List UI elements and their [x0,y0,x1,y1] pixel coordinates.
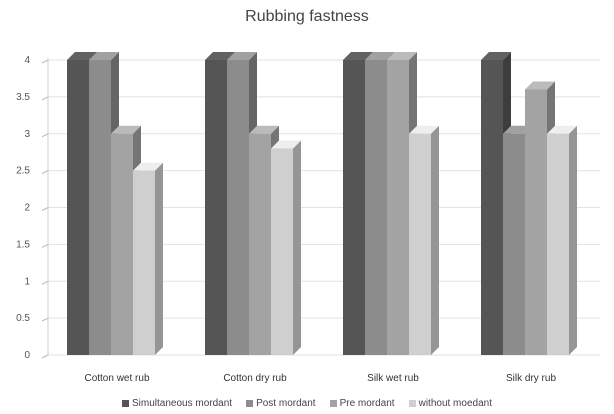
bar [503,133,525,355]
bar [89,60,111,355]
bar [111,133,133,355]
category-label: Silk dry rub [506,373,556,384]
bar-top [365,52,395,60]
y-tick-mark [41,170,49,175]
bar [365,60,387,355]
y-tick-label: 4 [24,55,30,66]
y-tick-mark [41,133,49,138]
y-tick-mark [41,280,49,285]
y-tick-label: 2 [24,203,30,214]
y-tick-mark [41,207,49,211]
bar [133,170,155,355]
legend-label: Simultaneous mordant [132,398,233,409]
legend-item: Simultaneous mordant [122,398,232,409]
y-tick-label: 0.5 [16,313,30,324]
bar [205,60,227,355]
bar-side [569,125,577,355]
legend-swatch [246,400,254,407]
category-label: Cotton wet rub [84,373,149,384]
legend-label: without moedant [418,398,492,409]
y-tick-label: 1.5 [16,239,30,250]
bar-top [343,52,373,60]
y-tick-mark [41,354,49,359]
bar-top [249,125,279,134]
chart-title: Rubbing fastness [245,8,369,25]
y-tick-label: 3 [24,129,30,140]
bar-side [431,125,439,355]
y-tick-label: 3.5 [16,92,30,103]
bar [67,60,89,355]
bar [387,60,409,355]
bar-top [67,52,97,60]
legend-item: without moedant [408,398,492,409]
y-tick-mark [41,96,49,101]
bar-top [111,125,141,134]
legend-swatch [122,400,130,407]
chart-legend: Simultaneous mordant Post mordant Pre mord… [0,398,614,409]
bar-top [133,162,163,171]
bar [409,133,431,355]
legend-label: Post mordant [256,398,316,409]
legend-swatch [329,400,337,407]
bar [227,60,249,355]
legend-item: Pre mordant [329,398,395,409]
bar-top [547,125,577,134]
bar [271,148,293,355]
bar-top [409,125,439,134]
bar-top [205,52,235,60]
y-tick-mark [41,317,49,322]
bar [249,133,271,355]
bar-side [155,162,163,355]
bar-top [227,52,257,60]
bar-top [525,81,555,90]
category-label: Cotton dry rub [223,373,287,384]
y-tick-label: 1 [24,276,30,287]
bar-top [89,52,119,60]
legend-label: Pre mordant [339,398,395,409]
legend-swatch [408,400,416,407]
bar-side [293,140,301,355]
legend-item: Post mordant [246,398,316,409]
bar [525,89,547,355]
y-tick-label: 0 [24,350,30,361]
bar [343,60,365,355]
bar-top [387,52,417,60]
category-label: Silk wet rub [367,373,419,384]
bar [547,133,569,355]
bar-top [271,140,301,149]
y-tick-mark [41,243,49,248]
bar [481,60,503,355]
y-tick-mark [41,59,49,64]
bar-top [481,52,511,60]
y-tick-label: 2.5 [16,166,30,177]
